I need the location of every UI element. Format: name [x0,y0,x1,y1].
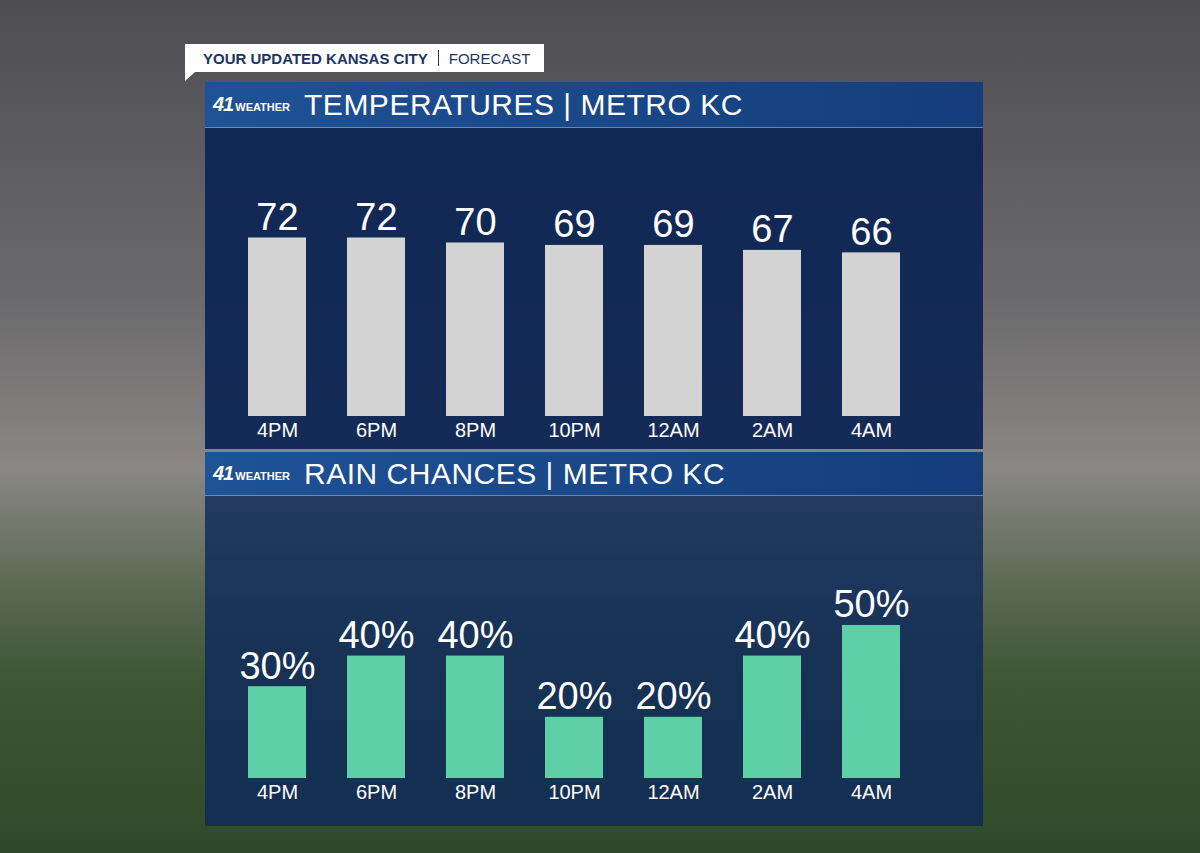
svg-text:20%: 20% [536,675,612,717]
svg-text:8PM: 8PM [455,781,496,803]
svg-text:4PM: 4PM [257,781,298,803]
svg-text:6PM: 6PM [356,419,397,441]
svg-text:72: 72 [355,196,397,238]
svg-text:4PM: 4PM [257,419,298,441]
svg-text:69: 69 [553,203,595,245]
svg-text:67: 67 [751,208,793,250]
svg-text:10PM: 10PM [548,781,600,803]
svg-text:40%: 40% [338,614,414,656]
html-text:RAIN CHANCES | METRO KC: RAIN CHANCES | METRO KC [304,456,725,490]
html-text:YOUR UPDATED KANSAS CITY: YOUR UPDATED KANSAS CITY [203,49,428,67]
svg-text:12AM: 12AM [647,419,699,441]
svg-text:20%: 20% [635,675,711,717]
svg-text:6PM: 6PM [356,781,397,803]
svg-text:10PM: 10PM [548,419,600,441]
svg-text:50%: 50% [833,583,909,625]
svg-text:66: 66 [850,211,892,253]
svg-text:69: 69 [652,203,694,245]
html-text:41WEATHER: 41WEATHER [213,462,290,484]
svg-text:2AM: 2AM [752,419,793,441]
html-text:TEMPERATURES | METRO KC: TEMPERATURES | METRO KC [304,87,743,121]
svg-text:8PM: 8PM [455,419,496,441]
svg-text:4AM: 4AM [851,781,892,803]
svg-text:40%: 40% [734,614,810,656]
svg-text:40%: 40% [437,614,513,656]
svg-text:30%: 30% [239,645,315,687]
svg-text:2AM: 2AM [752,781,793,803]
svg-text:12AM: 12AM [647,781,699,803]
svg-text:4AM: 4AM [851,419,892,441]
html-text:41WEATHER: 41WEATHER [213,93,290,115]
svg-text:72: 72 [256,196,298,238]
html-text:FORECAST: FORECAST [448,49,531,67]
svg-text:70: 70 [454,201,496,243]
